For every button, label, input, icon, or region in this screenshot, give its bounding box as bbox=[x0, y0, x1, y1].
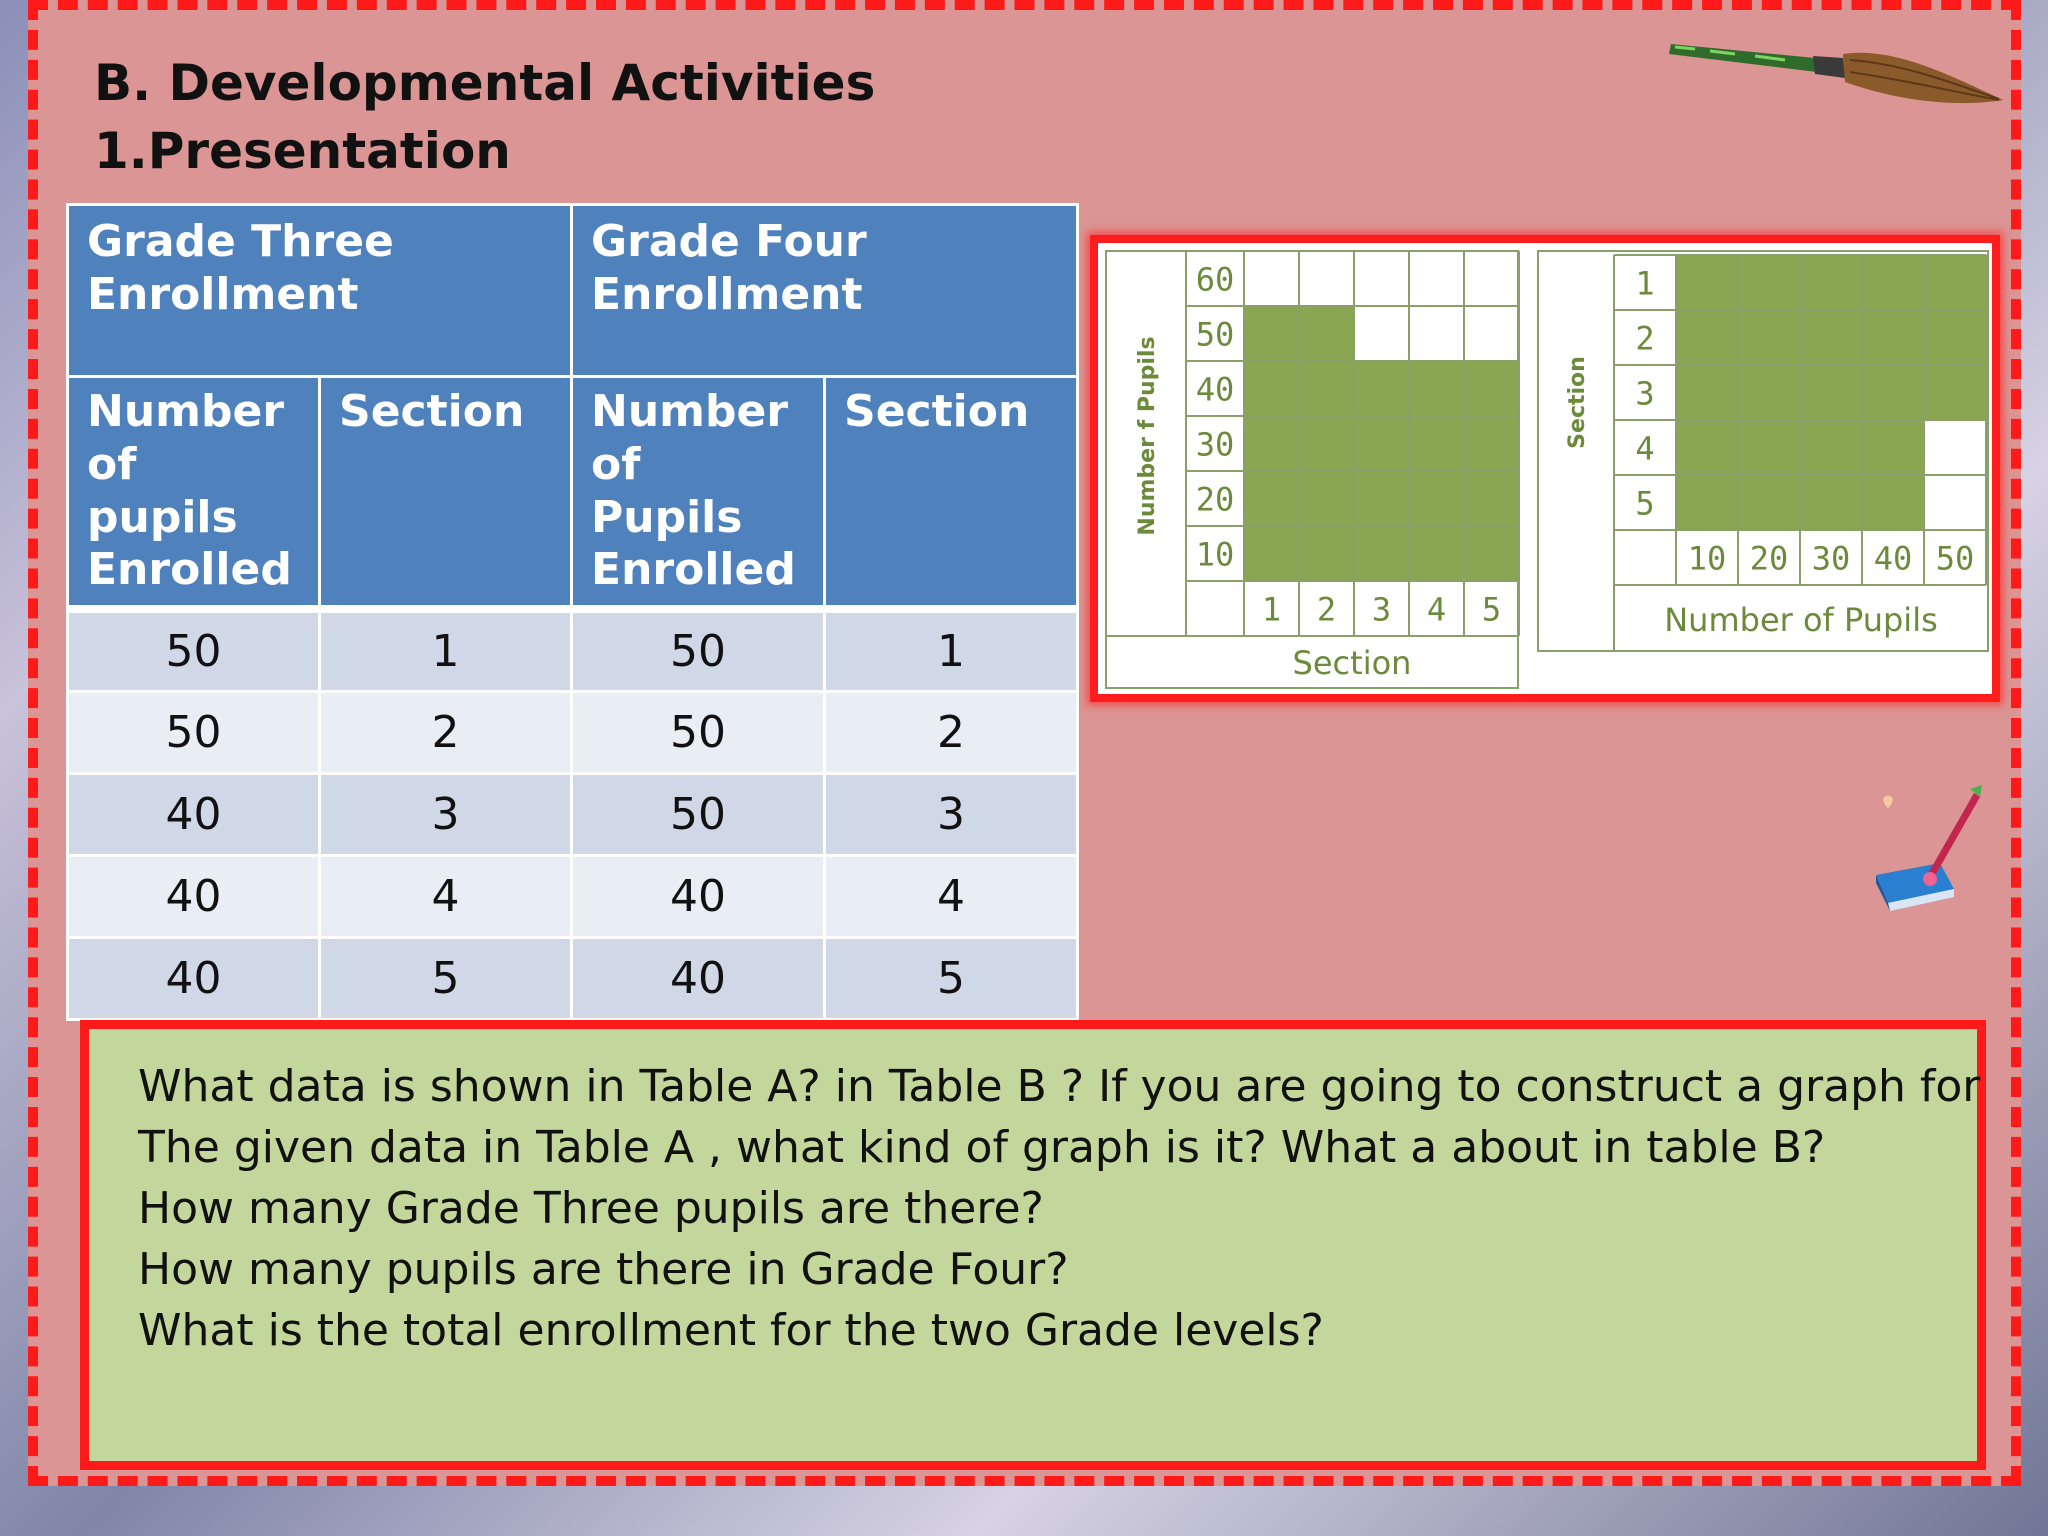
y-tick-label: 3 bbox=[1635, 375, 1654, 413]
slide-subheading: 1.Presentation bbox=[94, 122, 511, 180]
graph-panel: 60 50 40 30 20 10 1 2 3 4 5 Section Number f Pupils 1… bbox=[1090, 235, 2000, 702]
table-row: 50 1 50 1 bbox=[66, 607, 1080, 693]
x-tick-label: 10 bbox=[1688, 540, 1727, 578]
paintbrush-icon bbox=[1669, 44, 2003, 104]
header-g4-section: Section bbox=[823, 375, 1080, 614]
bar bbox=[1676, 255, 1986, 310]
y-tick-label: 4 bbox=[1635, 430, 1654, 468]
table-row: 40 4 40 4 bbox=[66, 853, 1080, 939]
x-tick-label: 1 bbox=[1262, 591, 1281, 629]
book-with-pen-icon bbox=[1876, 785, 1982, 911]
x-axis-label: Number of Pupils bbox=[1664, 601, 1938, 639]
question-line: How many Grade Three pupils are there? bbox=[138, 1183, 1044, 1234]
question-line: The given data in Table A , what kind of… bbox=[138, 1122, 1826, 1173]
y-tick-label: 50 bbox=[1196, 316, 1235, 354]
table-row: 40 5 40 5 bbox=[66, 935, 1080, 1021]
y-tick-label: 60 bbox=[1196, 261, 1235, 299]
y-tick-label: 1 bbox=[1635, 265, 1654, 303]
header-g4-pupils: Number of Pupils Enrolled bbox=[570, 375, 827, 614]
enrollment-table: Grade Three Enrollment Grade Four Enroll… bbox=[65, 203, 1080, 1021]
y-axis-label: Section bbox=[1565, 356, 1590, 449]
table-cell: 40 bbox=[570, 853, 827, 939]
table-cell: 40 bbox=[570, 935, 827, 1021]
slide-heading: B. Developmental Activities bbox=[94, 54, 876, 112]
header-g3-section: Section bbox=[317, 375, 574, 614]
table-row: 50 2 50 2 bbox=[66, 689, 1080, 775]
y-tick-label: 10 bbox=[1196, 536, 1235, 574]
header-grade-three: Grade Three Enrollment bbox=[65, 203, 574, 378]
table-cell: 3 bbox=[823, 771, 1080, 857]
x-tick-label: 50 bbox=[1936, 540, 1975, 578]
x-tick-label: 3 bbox=[1372, 591, 1391, 629]
x-tick-label: 2 bbox=[1317, 591, 1336, 629]
table-cell: 50 bbox=[570, 689, 827, 775]
y-tick-label: 20 bbox=[1196, 481, 1235, 519]
table-cell: 5 bbox=[823, 935, 1080, 1021]
y-axis-label: Number f Pupils bbox=[1135, 336, 1160, 535]
table-cell: 4 bbox=[823, 853, 1080, 939]
table-cell: 1 bbox=[823, 607, 1080, 693]
table-cell: 2 bbox=[317, 689, 574, 775]
table-cell: 40 bbox=[66, 935, 321, 1021]
question-line: What is the total enrollment for the two… bbox=[138, 1305, 1324, 1356]
x-tick-label: 20 bbox=[1750, 540, 1789, 578]
table-cell: 1 bbox=[317, 607, 574, 693]
question-line: How many pupils are there in Grade Four? bbox=[138, 1244, 1069, 1295]
x-axis-label: Section bbox=[1293, 644, 1412, 682]
x-tick-label: 4 bbox=[1427, 591, 1446, 629]
table-cell: 50 bbox=[66, 607, 321, 693]
table-cell: 4 bbox=[317, 853, 574, 939]
y-tick-label: 2 bbox=[1635, 320, 1654, 358]
question-box: What data is shown in Table A? in Table … bbox=[80, 1020, 1986, 1470]
header-grade-four: Grade Four Enrollment bbox=[570, 203, 1080, 378]
y-tick-label: 40 bbox=[1196, 371, 1235, 409]
table-cell: 3 bbox=[317, 771, 574, 857]
x-tick-label: 30 bbox=[1812, 540, 1851, 578]
table-cell: 2 bbox=[823, 689, 1080, 775]
y-tick-label: 30 bbox=[1196, 426, 1235, 464]
x-tick-label: 5 bbox=[1482, 591, 1501, 629]
table-cell: 50 bbox=[66, 689, 321, 775]
x-tick-label: 40 bbox=[1874, 540, 1913, 578]
header-g3-pupils: Number of pupils Enrolled bbox=[66, 375, 321, 614]
table-cell: 50 bbox=[570, 771, 827, 857]
table-cell: 40 bbox=[66, 771, 321, 857]
table-cell: 50 bbox=[570, 607, 827, 693]
table-cell: 40 bbox=[66, 853, 321, 939]
bar bbox=[1299, 306, 1354, 581]
bar bbox=[1676, 310, 1986, 365]
table-row: 40 3 50 3 bbox=[66, 771, 1080, 857]
y-tick-label: 5 bbox=[1635, 485, 1654, 523]
table-cell: 5 bbox=[317, 935, 574, 1021]
bar bbox=[1244, 306, 1299, 581]
question-line: What data is shown in Table A? in Table … bbox=[138, 1061, 1981, 1112]
bar bbox=[1676, 365, 1986, 420]
